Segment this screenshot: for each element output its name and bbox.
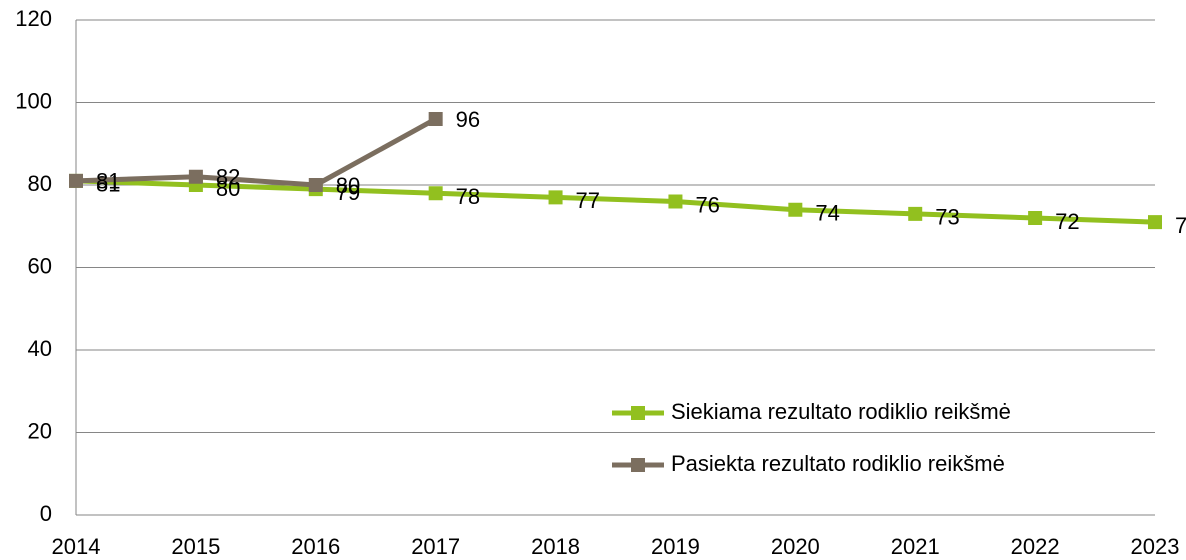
x-tick-label: 2017: [411, 534, 460, 559]
x-tick-label: 2023: [1131, 534, 1180, 559]
y-tick-label: 120: [15, 6, 52, 31]
x-tick-label: 2020: [771, 534, 820, 559]
data-label: 81: [96, 169, 120, 194]
point-marker: [668, 194, 683, 209]
x-tick-label: 2014: [52, 534, 101, 559]
data-label: 77: [576, 188, 600, 213]
legend-marker: [631, 458, 645, 472]
x-tick-label: 2022: [1011, 534, 1060, 559]
point-marker: [69, 173, 83, 188]
series-line: [75, 116, 437, 188]
y-tick-label: 80: [28, 171, 52, 196]
y-tick-label: 40: [28, 336, 52, 361]
y-tick-label: 100: [15, 88, 52, 113]
y-tick-label: 60: [28, 253, 52, 278]
x-tick-label: 2021: [891, 534, 940, 559]
point-marker: [908, 206, 923, 221]
point-marker: [428, 112, 443, 126]
point-marker: [188, 169, 203, 184]
x-tick-label: 2016: [291, 534, 340, 559]
x-tick-label: 2015: [171, 534, 220, 559]
data-label: 81: [96, 172, 120, 197]
y-tick-label: 0: [40, 501, 52, 526]
point-marker: [548, 190, 563, 205]
x-tick-label: 2018: [531, 534, 580, 559]
series-line: [75, 178, 1156, 225]
data-label: 82: [216, 165, 240, 190]
y-tick-label: 20: [28, 418, 52, 443]
legend-marker: [631, 406, 645, 420]
data-label: 71: [1175, 213, 1186, 238]
x-tick-label: 2019: [651, 534, 700, 559]
data-label: 79: [336, 180, 360, 205]
data-label: 72: [1055, 209, 1079, 234]
legend-label: Pasiekta rezultato rodiklio reikšmė: [671, 451, 1005, 476]
data-label: 73: [935, 205, 959, 230]
point-marker: [308, 178, 323, 192]
point-marker: [1148, 215, 1162, 230]
point-marker: [1028, 211, 1043, 225]
point-marker: [788, 202, 803, 217]
data-label: 78: [456, 184, 480, 209]
data-label: 80: [336, 173, 360, 198]
data-label: 96: [456, 107, 480, 132]
data-label: 76: [695, 192, 719, 217]
legend-label: Siekiama rezultato rodiklio reikšmė: [671, 399, 1011, 424]
point-marker: [428, 186, 443, 201]
data-label: 74: [815, 201, 839, 226]
